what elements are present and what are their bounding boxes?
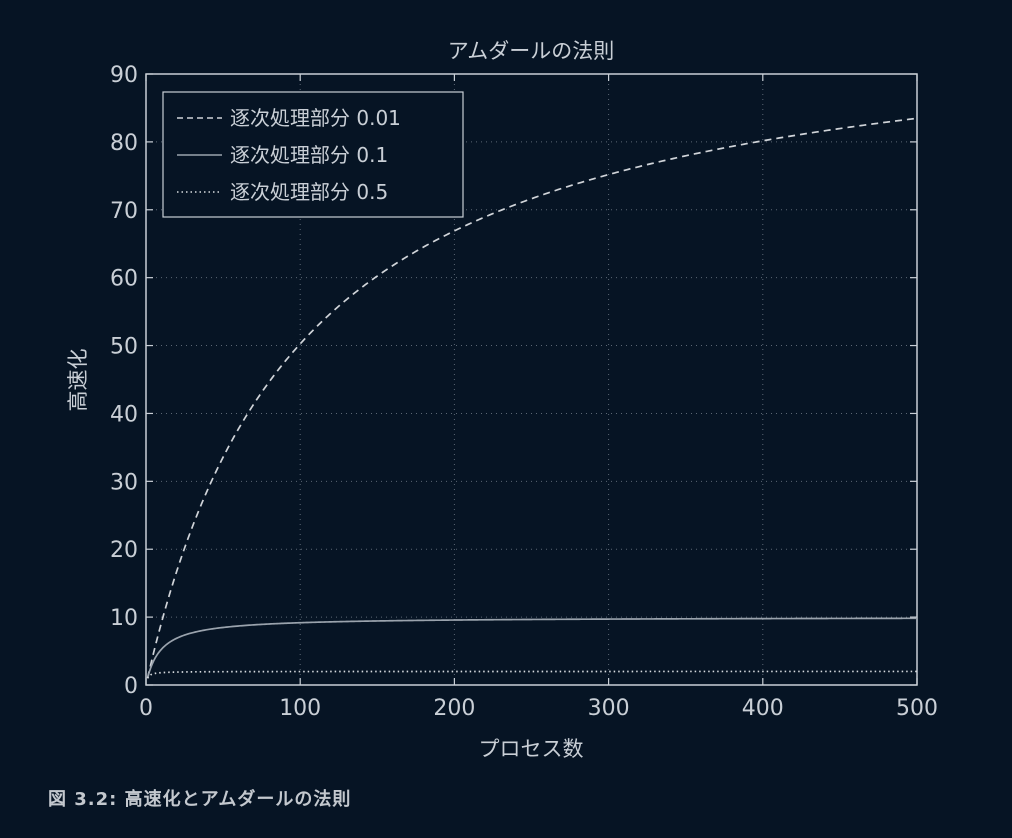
y-tick-label: 40 [110, 402, 138, 427]
x-tick-label: 100 [279, 696, 321, 721]
plot-frame [145, 73, 918, 686]
y-axis-label: 高速化 [66, 349, 90, 412]
x-axis-label: プロセス数 [479, 737, 584, 761]
x-tick-label: 400 [742, 696, 784, 721]
grid-lines [146, 74, 917, 685]
x-tick-label: 200 [433, 696, 475, 721]
y-tick-label: 20 [110, 538, 138, 563]
y-tick-label: 90 [110, 63, 138, 88]
y-tick-label: 30 [110, 470, 138, 495]
x-tick-label: 300 [588, 696, 630, 721]
y-tick-label: 50 [110, 335, 138, 360]
axis-ticks: 0 100 200 300 400 500 0 10 20 30 40 50 60 70 80 90 [110, 63, 938, 721]
y-tick-label: 10 [110, 606, 138, 631]
series-line-0 [146, 117, 918, 679]
x-tick-label: 0 [139, 696, 153, 721]
series-lines [146, 117, 918, 679]
y-tick-label: 70 [110, 199, 138, 224]
figure-caption: 図 3.2: 高速化とアムダールの法則 [48, 789, 352, 810]
legend-label-0.5: 逐次処理部分 0.5 [230, 180, 388, 204]
legend-label-0.1: 逐次処理部分 0.1 [230, 143, 388, 167]
y-tick-label: 80 [110, 131, 138, 156]
y-tick-label: 60 [110, 267, 138, 292]
legend-label-0.01: 逐次処理部分 0.01 [230, 106, 401, 130]
series-line-1 [146, 617, 917, 679]
series-line-2 [146, 670, 917, 679]
x-tick-label: 500 [896, 696, 938, 721]
legend: 逐次処理部分 0.01 逐次処理部分 0.1 逐次処理部分 0.5 [162, 91, 464, 218]
chart-title: アムダールの法則 [448, 39, 615, 63]
y-tick-label: 0 [124, 674, 138, 699]
